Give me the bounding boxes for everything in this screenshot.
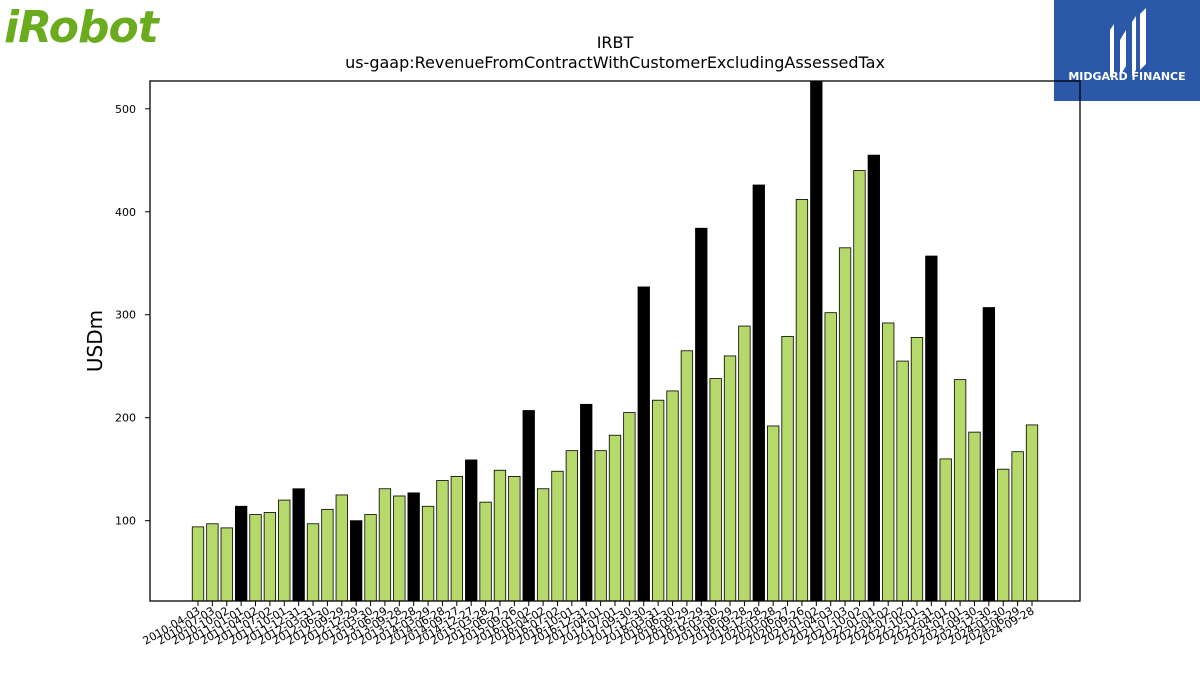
bar bbox=[867, 154, 880, 602]
bar bbox=[838, 247, 852, 602]
bar bbox=[493, 469, 507, 602]
bar bbox=[752, 184, 765, 602]
bar bbox=[551, 470, 564, 602]
y-axis-label: USDm bbox=[83, 310, 107, 372]
bar bbox=[508, 476, 521, 602]
midgard-mark-icon bbox=[1110, 8, 1146, 78]
bar bbox=[421, 505, 435, 602]
bar bbox=[695, 227, 708, 602]
chart-subtitle: us-gaap:RevenueFromContractWithCustomerE… bbox=[345, 53, 885, 72]
bar bbox=[393, 495, 406, 602]
bar bbox=[378, 488, 392, 602]
bar bbox=[364, 514, 377, 602]
bar bbox=[565, 450, 579, 602]
y-tick-label: 400 bbox=[115, 206, 136, 219]
bar bbox=[680, 350, 694, 602]
bar bbox=[278, 499, 291, 602]
bar bbox=[723, 355, 737, 602]
bar bbox=[997, 468, 1010, 602]
bar bbox=[465, 459, 478, 602]
bar bbox=[580, 403, 593, 602]
bar bbox=[234, 505, 248, 602]
bar bbox=[709, 378, 722, 602]
bar bbox=[536, 488, 550, 602]
bar bbox=[781, 335, 794, 602]
bar bbox=[450, 476, 463, 602]
bar bbox=[925, 255, 938, 602]
bar bbox=[608, 434, 622, 602]
y-ticks-group: 100 200 300 400 500 bbox=[115, 103, 150, 528]
chart-title: IRBT bbox=[597, 33, 634, 52]
bar bbox=[191, 526, 205, 602]
bar bbox=[968, 431, 981, 602]
bar bbox=[335, 494, 348, 602]
bar bbox=[407, 492, 420, 602]
bar bbox=[666, 390, 679, 602]
bar bbox=[982, 307, 996, 602]
bar bbox=[1025, 424, 1039, 602]
bar bbox=[206, 523, 219, 602]
bar bbox=[306, 523, 320, 602]
bar bbox=[1011, 451, 1024, 602]
bar bbox=[795, 199, 809, 602]
bar bbox=[767, 425, 780, 602]
plot-frame bbox=[149, 80, 1081, 602]
bar bbox=[810, 80, 823, 602]
bar bbox=[896, 360, 909, 602]
bar bbox=[292, 488, 305, 602]
bar bbox=[321, 508, 334, 602]
y-tick-label: 100 bbox=[115, 515, 136, 528]
bar bbox=[853, 170, 866, 602]
y-tick-label: 500 bbox=[115, 103, 136, 116]
bar bbox=[436, 480, 449, 602]
bar bbox=[939, 458, 952, 602]
midgard-finance-label: MIDGARD FINANCE bbox=[1068, 70, 1186, 83]
bar bbox=[882, 322, 895, 602]
y-tick-label: 200 bbox=[115, 412, 136, 425]
bar bbox=[594, 450, 607, 602]
irobot-logo: iRobot bbox=[4, 2, 159, 53]
bar bbox=[350, 520, 363, 602]
bar bbox=[263, 512, 277, 602]
bar bbox=[522, 410, 535, 602]
bar bbox=[824, 312, 837, 602]
midgard-finance-logo: MIDGARD FINANCE bbox=[1054, 0, 1200, 101]
bar bbox=[637, 286, 650, 602]
bars-group bbox=[191, 80, 1039, 602]
bar bbox=[249, 514, 262, 602]
bar bbox=[953, 379, 967, 602]
bar bbox=[479, 501, 492, 602]
y-tick-label: 300 bbox=[115, 309, 136, 322]
bar bbox=[651, 399, 665, 602]
bar bbox=[738, 325, 751, 602]
bar bbox=[910, 336, 924, 602]
x-ticks-group: 2010-04-032010-07-032010-10-022011-01-01… bbox=[141, 601, 1037, 648]
bar bbox=[220, 527, 233, 602]
bar bbox=[623, 412, 636, 602]
